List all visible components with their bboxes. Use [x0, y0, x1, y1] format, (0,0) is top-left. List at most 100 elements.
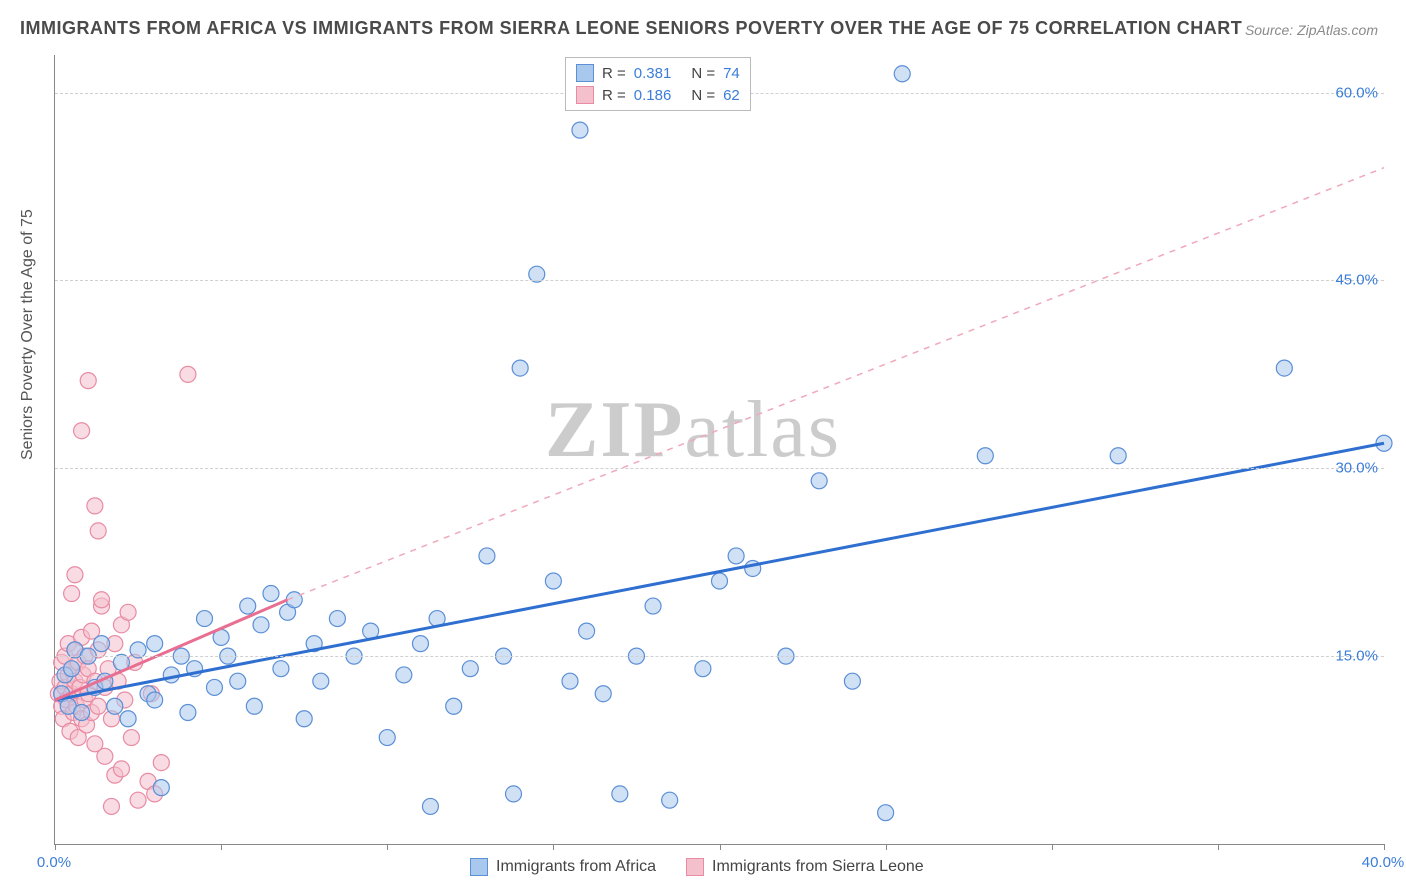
data-point — [572, 122, 588, 138]
data-point — [446, 698, 462, 714]
x-tick — [1218, 844, 1219, 850]
x-tick — [886, 844, 887, 850]
data-point — [977, 448, 993, 464]
data-point — [153, 780, 169, 796]
data-point — [512, 360, 528, 376]
data-point — [273, 661, 289, 677]
y-tick-label: 30.0% — [1335, 460, 1378, 477]
data-point — [811, 473, 827, 489]
x-tick — [1384, 844, 1385, 850]
gridline — [55, 656, 1384, 657]
data-point — [74, 423, 90, 439]
data-point — [123, 730, 139, 746]
data-point — [379, 730, 395, 746]
data-point — [645, 598, 661, 614]
data-point — [595, 686, 611, 702]
data-point — [422, 798, 438, 814]
chart-title: IMMIGRANTS FROM AFRICA VS IMMIGRANTS FRO… — [20, 18, 1242, 39]
legend-stats-row: R = 0.381 N = 74 — [576, 62, 740, 84]
legend-stats-row: R =0.186N =62 — [576, 84, 740, 106]
n-label: N = — [691, 87, 715, 104]
x-tick — [387, 844, 388, 850]
data-point — [479, 548, 495, 564]
data-point — [87, 498, 103, 514]
data-point — [329, 611, 345, 627]
legend-stats: R = 0.381 N = 74R = 0.186 N = 62 — [565, 57, 751, 111]
data-point — [562, 673, 578, 689]
legend-bottom: Immigrants from Africa Immigrants from S… — [470, 858, 924, 876]
data-point — [712, 573, 728, 589]
x-tick-label: 0.0% — [37, 854, 71, 871]
data-point — [296, 711, 312, 727]
data-point — [113, 761, 129, 777]
swatch-icon — [686, 858, 704, 876]
data-point — [545, 573, 561, 589]
n-value: 62 — [723, 87, 740, 104]
data-point — [74, 705, 90, 721]
chart-svg — [55, 55, 1384, 844]
x-tick — [1052, 844, 1053, 850]
data-point — [1276, 360, 1292, 376]
data-point — [206, 679, 222, 695]
data-point — [120, 711, 136, 727]
trend-line-extension — [288, 168, 1384, 600]
data-point — [97, 748, 113, 764]
x-tick — [221, 844, 222, 850]
data-point — [894, 66, 910, 82]
gridline — [55, 468, 1384, 469]
swatch-icon — [470, 858, 488, 876]
data-point — [263, 586, 279, 602]
legend-item-africa: Immigrants from Africa — [470, 858, 656, 876]
y-tick-label: 15.0% — [1335, 648, 1378, 665]
data-point — [728, 548, 744, 564]
legend-label: Immigrants from Sierra Leone — [712, 858, 924, 876]
data-point — [94, 636, 110, 652]
y-tick-label: 60.0% — [1335, 84, 1378, 101]
data-point — [147, 636, 163, 652]
data-point — [64, 586, 80, 602]
x-tick — [55, 844, 56, 850]
x-tick-label: 40.0% — [1362, 854, 1405, 871]
data-point — [103, 798, 119, 814]
data-point — [396, 667, 412, 683]
source-citation: Source: ZipAtlas.com — [1245, 22, 1378, 38]
data-point — [147, 692, 163, 708]
data-point — [90, 698, 106, 714]
legend-label: Immigrants from Africa — [496, 858, 656, 876]
data-point — [197, 611, 213, 627]
data-point — [67, 567, 83, 583]
data-point — [579, 623, 595, 639]
data-point — [120, 604, 136, 620]
data-point — [230, 673, 246, 689]
n-value: 74 — [723, 65, 740, 82]
data-point — [878, 805, 894, 821]
data-point — [153, 755, 169, 771]
plot-area: ZIPatlas 15.0%30.0%45.0%60.0%R =0.381N =… — [54, 55, 1384, 845]
trend-line — [55, 443, 1384, 700]
data-point — [80, 373, 96, 389]
data-point — [90, 523, 106, 539]
x-tick — [720, 844, 721, 850]
r-label: R = — [602, 65, 626, 82]
legend-item-sierra-leone: Immigrants from Sierra Leone — [686, 858, 924, 876]
data-point — [253, 617, 269, 633]
data-point — [180, 366, 196, 382]
data-point — [240, 598, 256, 614]
data-point — [1110, 448, 1126, 464]
y-tick-label: 45.0% — [1335, 272, 1378, 289]
data-point — [844, 673, 860, 689]
data-point — [462, 661, 478, 677]
x-tick — [553, 844, 554, 850]
r-value: 0.186 — [634, 87, 672, 104]
r-value: 0.381 — [634, 65, 672, 82]
data-point — [180, 705, 196, 721]
n-label: N = — [691, 65, 715, 82]
data-point — [313, 673, 329, 689]
swatch-icon — [576, 64, 594, 82]
gridline — [55, 280, 1384, 281]
data-point — [412, 636, 428, 652]
data-point — [246, 698, 262, 714]
data-point — [64, 661, 80, 677]
y-axis-label: Seniors Poverty Over the Age of 75 — [19, 209, 37, 460]
data-point — [612, 786, 628, 802]
